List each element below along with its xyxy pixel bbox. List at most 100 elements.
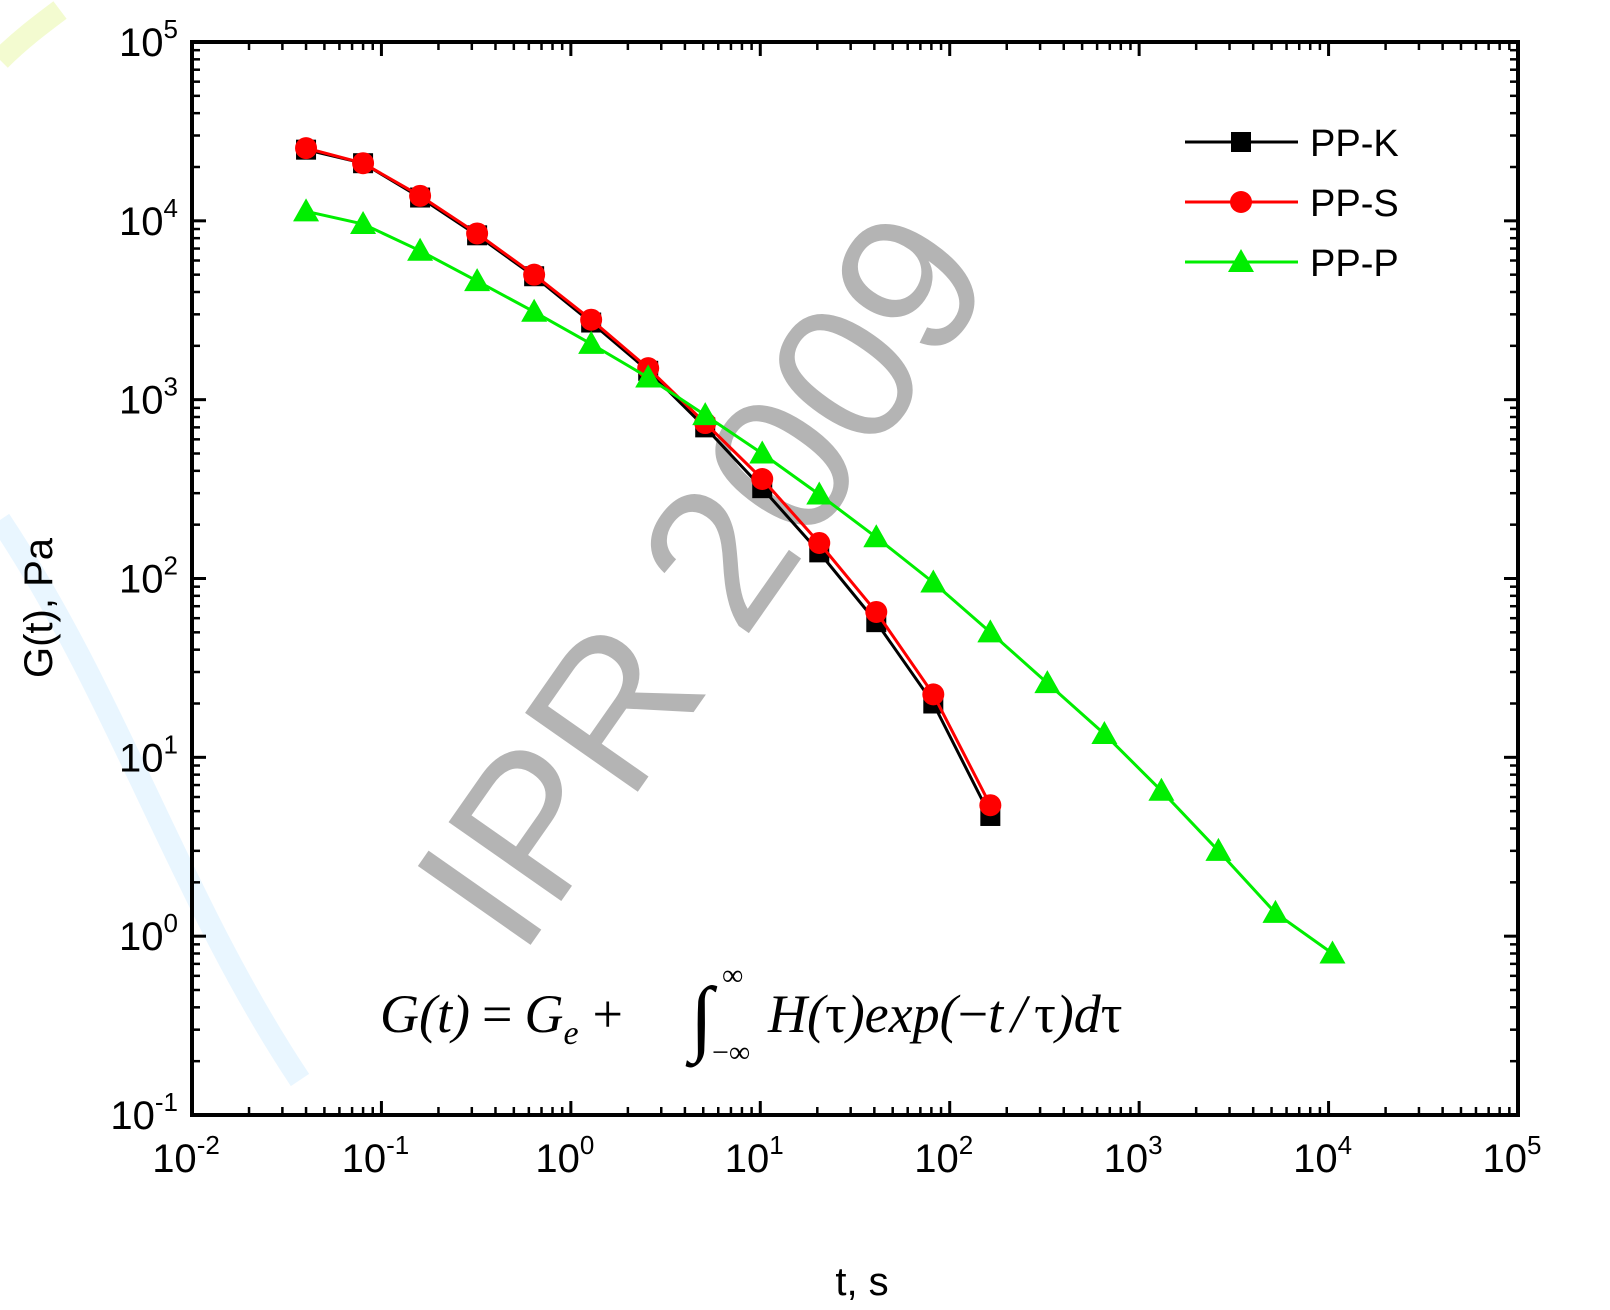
y-tick-label: 105	[119, 14, 178, 65]
svg-text:H(τ)exp(−t/τ)dτ: H(τ)exp(−t / τ)dτ	[767, 984, 1122, 1044]
y-tick-base: 10	[119, 558, 164, 602]
x-tick-base: 10	[152, 1137, 197, 1181]
svg-text:G(t)=Ge+: G(t) = Ge +	[380, 984, 623, 1052]
x-tick-exponent: -2	[197, 1130, 220, 1160]
x-tick-label: 101	[725, 1130, 784, 1181]
data-point-pp-p	[1091, 721, 1118, 745]
eq-t-2: t	[988, 984, 1005, 1044]
data-point-pp-s	[580, 308, 603, 331]
x-tick-label: 104	[1293, 1130, 1352, 1181]
data-point-pp-p	[920, 569, 947, 593]
data-point-pp-s	[751, 468, 774, 491]
y-tick-exponent: 4	[164, 193, 178, 223]
y-axis-label: G(t), Pa	[17, 537, 61, 678]
x-tick-label: 105	[1483, 1130, 1542, 1181]
eq-t: t	[437, 984, 454, 1044]
data-point-pp-s	[922, 683, 945, 706]
data-point-pp-s	[352, 152, 375, 175]
data-point-pp-s	[295, 137, 318, 160]
y-tick-base: 10	[119, 379, 164, 423]
y-tick-label: 100	[119, 908, 178, 959]
eq-lower-limit: −∞	[712, 1036, 750, 1069]
y-tick-base: 10	[119, 21, 164, 65]
legend: PP-K PP-S PP-P	[1185, 123, 1399, 285]
x-tick-base: 10	[914, 1137, 959, 1181]
eq-slash: /	[1008, 984, 1031, 1044]
legend-label-pp-p: PP-P	[1310, 243, 1399, 285]
data-point-pp-p	[806, 481, 833, 505]
data-point-pp-p	[863, 524, 890, 548]
x-tick-exponent: 0	[580, 1130, 594, 1160]
data-point-pp-s	[808, 531, 831, 554]
x-tick-labels: 10-2 10-1 100 101 102 103 104 105	[152, 1130, 1541, 1181]
data-point-pp-p	[464, 268, 491, 292]
data-point-pp-p	[1319, 940, 1346, 964]
eq-lparen-2: (	[807, 984, 828, 1044]
y-tick-exponent: 5	[164, 14, 178, 44]
y-tick-label: 101	[119, 729, 178, 780]
y-tick-base: 10	[110, 1094, 155, 1138]
legend-label-pp-s: PP-S	[1310, 183, 1399, 225]
x-axis-label: t, s	[835, 1260, 888, 1304]
y-tick-base: 10	[119, 736, 164, 780]
data-point-pp-p	[1262, 899, 1289, 923]
data-point-pp-p	[749, 440, 776, 464]
y-tick-exponent: 2	[164, 551, 178, 581]
data-point-pp-s	[979, 794, 1002, 817]
y-tick-base: 10	[119, 915, 164, 959]
eq-d: d	[1074, 984, 1102, 1044]
data-point-pp-p	[350, 211, 377, 235]
y-tick-exponent: 0	[164, 908, 178, 938]
series-layer	[293, 137, 1346, 964]
data-point-pp-p	[635, 364, 662, 388]
data-point-pp-p	[293, 198, 320, 222]
eq-tau-2: τ	[1034, 984, 1056, 1044]
eq-tau-3: τ	[1101, 984, 1123, 1044]
eq-G: G	[380, 984, 419, 1044]
data-point-pp-p	[521, 298, 548, 322]
y-tick-label: 104	[119, 193, 178, 244]
eq-rparen-2: )	[844, 984, 865, 1044]
x-tick-base: 10	[342, 1137, 387, 1181]
legend-marker-pp-s	[1230, 191, 1252, 213]
x-tick-exponent: -1	[386, 1130, 409, 1160]
x-tick-exponent: 2	[959, 1130, 973, 1160]
equation: G(t) = Ge + ∫ ∞ −∞ H(τ)exp(−t / τ)dτ	[380, 959, 1122, 1069]
y-tick-base: 10	[119, 200, 164, 244]
data-point-pp-s	[523, 263, 546, 286]
data-point-pp-p	[407, 237, 434, 261]
x-tick-exponent: 3	[1148, 1130, 1162, 1160]
eq-equals: =	[482, 984, 512, 1044]
background-arc-decoration-yellow	[0, 1, 67, 68]
eq-lparen-3: (	[940, 984, 961, 1044]
data-point-pp-p	[1034, 670, 1061, 694]
data-point-pp-p	[977, 619, 1004, 643]
eq-lparen-1: (	[419, 984, 440, 1044]
eq-upper-limit: ∞	[722, 959, 743, 992]
x-tick-base: 10	[535, 1137, 580, 1181]
y-tick-exponent: 1	[164, 729, 178, 759]
x-tick-exponent: 4	[1338, 1130, 1352, 1160]
x-tick-label: 100	[535, 1130, 594, 1181]
data-point-pp-p	[692, 402, 719, 426]
eq-rparen-3: )	[1053, 984, 1074, 1044]
y-tick-label: 102	[119, 551, 178, 602]
x-tick-exponent: 5	[1527, 1130, 1541, 1160]
x-tick-label: 10-1	[342, 1130, 410, 1181]
eq-exp: exp	[865, 984, 940, 1044]
eq-e-sub: e	[563, 1015, 578, 1052]
data-point-pp-s	[865, 600, 888, 623]
x-tick-label: 10-2	[152, 1130, 220, 1181]
legend-marker-pp-k	[1231, 132, 1251, 152]
x-tick-base: 10	[1293, 1137, 1338, 1181]
data-point-pp-p	[1148, 777, 1175, 801]
x-tick-base: 10	[1483, 1137, 1528, 1181]
y-tick-label: 10-1	[110, 1087, 178, 1138]
eq-Ge: G	[524, 984, 563, 1044]
axis-ticks	[190, 40, 1520, 1117]
legend-marker-pp-p	[1228, 249, 1254, 272]
y-tick-exponent: -1	[155, 1087, 178, 1117]
y-tick-exponent: 3	[164, 372, 178, 402]
eq-H: H	[767, 984, 810, 1044]
